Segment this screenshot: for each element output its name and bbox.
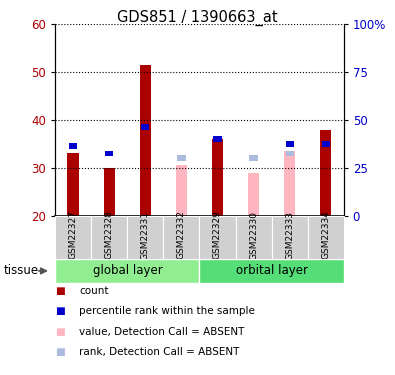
- Text: ■: ■: [55, 348, 65, 357]
- Text: GSM22334: GSM22334: [321, 211, 330, 260]
- Bar: [286, 141, 293, 147]
- Bar: [199, 216, 235, 259]
- Text: GDS851 / 1390663_at: GDS851 / 1390663_at: [117, 9, 278, 26]
- Bar: [141, 124, 149, 130]
- Bar: [272, 216, 308, 259]
- Bar: [69, 143, 77, 149]
- Bar: [286, 151, 293, 156]
- Bar: [322, 141, 330, 147]
- Text: count: count: [79, 286, 109, 296]
- Bar: [212, 139, 223, 216]
- Bar: [127, 216, 164, 259]
- Text: rank, Detection Call = ABSENT: rank, Detection Call = ABSENT: [79, 348, 239, 357]
- Bar: [91, 216, 127, 259]
- Bar: [176, 165, 187, 216]
- Bar: [213, 136, 222, 142]
- Text: tissue: tissue: [4, 264, 39, 278]
- Text: ■: ■: [55, 327, 65, 337]
- Bar: [250, 155, 258, 161]
- Text: percentile rank within the sample: percentile rank within the sample: [79, 306, 255, 316]
- Bar: [199, 259, 344, 283]
- Text: ■: ■: [55, 286, 65, 296]
- Bar: [320, 130, 331, 216]
- Text: orbital layer: orbital layer: [235, 264, 308, 278]
- Text: GSM22332: GSM22332: [177, 211, 186, 260]
- Bar: [55, 259, 199, 283]
- Text: GSM22331: GSM22331: [141, 210, 150, 260]
- Bar: [55, 216, 91, 259]
- Bar: [139, 65, 151, 216]
- Bar: [164, 216, 199, 259]
- Bar: [103, 168, 115, 216]
- Text: ■: ■: [55, 306, 65, 316]
- Bar: [68, 153, 79, 216]
- Bar: [284, 151, 295, 216]
- Text: GSM22328: GSM22328: [105, 211, 114, 260]
- Bar: [308, 216, 344, 259]
- Text: GSM22327: GSM22327: [69, 211, 78, 260]
- Bar: [177, 155, 186, 161]
- Text: GSM22330: GSM22330: [249, 210, 258, 260]
- Bar: [105, 151, 113, 156]
- Text: value, Detection Call = ABSENT: value, Detection Call = ABSENT: [79, 327, 245, 337]
- Text: GSM22333: GSM22333: [285, 210, 294, 260]
- Text: global layer: global layer: [92, 264, 162, 278]
- Bar: [248, 172, 260, 216]
- Bar: [235, 216, 272, 259]
- Text: GSM22329: GSM22329: [213, 211, 222, 260]
